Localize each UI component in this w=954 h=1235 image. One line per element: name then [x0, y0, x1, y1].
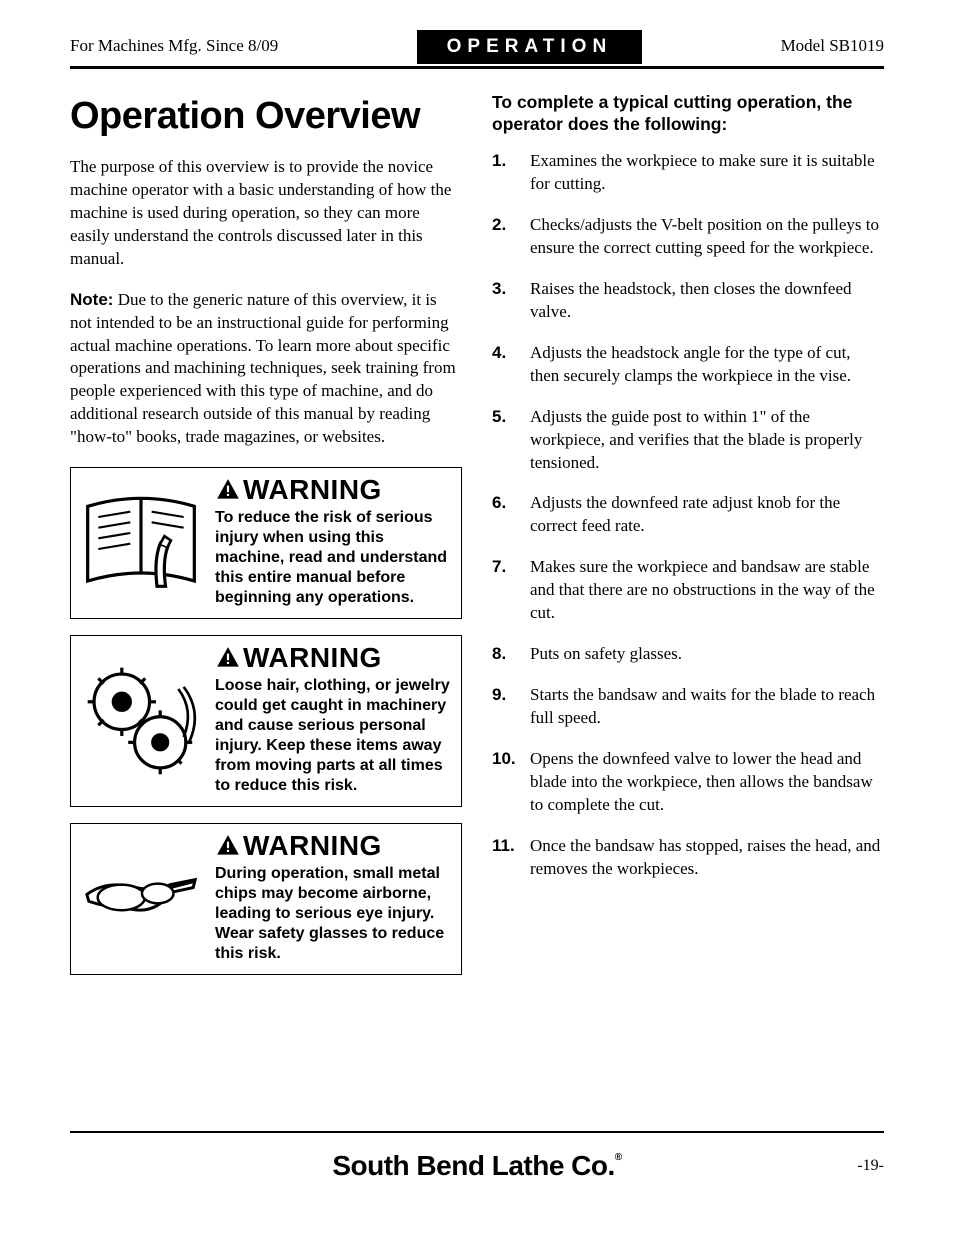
step-text: Makes sure the workpiece and bandsaw are… [530, 556, 884, 625]
alert-triangle-icon [215, 645, 241, 671]
step-number: 9. [492, 684, 520, 730]
left-column: Operation Overview The purpose of this o… [70, 91, 462, 992]
step-number: 3. [492, 278, 520, 324]
right-column: To complete a typical cutting operation,… [492, 91, 884, 992]
alert-triangle-icon [215, 833, 241, 859]
section-band: OPERATION [417, 30, 643, 64]
page-header: For Machines Mfg. Since 8/09 OPERATION M… [70, 30, 884, 69]
warning-heading: WARNING [215, 832, 451, 860]
warning-text-block: WARNING Loose hair, clothing, or jewelry… [211, 636, 461, 806]
step-text: Examines the workpiece to make sure it i… [530, 150, 884, 196]
manual-icon [71, 468, 211, 618]
intro-paragraph: The purpose of this overview is to provi… [70, 156, 462, 271]
step-text: Opens the downfeed valve to lower the he… [530, 748, 884, 817]
step-item: 1.Examines the workpiece to make sure it… [492, 150, 884, 196]
step-text: Starts the bandsaw and waits for the bla… [530, 684, 884, 730]
step-text: Adjusts the guide post to within 1" of t… [530, 406, 884, 475]
warning-box-entanglement: WARNING Loose hair, clothing, or jewelry… [70, 635, 462, 807]
warning-body-text: To reduce the risk of serious injury whe… [215, 508, 451, 608]
step-number: 5. [492, 406, 520, 475]
step-number: 4. [492, 342, 520, 388]
warning-heading: WARNING [215, 644, 451, 672]
step-number: 6. [492, 492, 520, 538]
step-text: Checks/adjusts the V-belt position on th… [530, 214, 884, 260]
step-text: Adjusts the headstock angle for the type… [530, 342, 884, 388]
steps-heading: To complete a typical cutting operation,… [492, 91, 884, 137]
step-item: 7.Makes sure the workpiece and bandsaw a… [492, 556, 884, 625]
warning-box-manual: WARNING To reduce the risk of serious in… [70, 467, 462, 619]
step-item: 6.Adjusts the downfeed rate adjust knob … [492, 492, 884, 538]
warning-text-block: WARNING To reduce the risk of serious in… [211, 468, 461, 618]
step-text: Raises the headstock, then closes the do… [530, 278, 884, 324]
step-item: 9.Starts the bandsaw and waits for the b… [492, 684, 884, 730]
step-number: 7. [492, 556, 520, 625]
note-label: Note: [70, 290, 113, 309]
warning-box-eye-protection: WARNING During operation, small metal ch… [70, 823, 462, 975]
header-right-text: Model SB1019 [781, 35, 884, 58]
step-number: 1. [492, 150, 520, 196]
page-number: -19- [857, 1155, 884, 1177]
page-title: Operation Overview [70, 91, 462, 142]
warning-heading-label: WARNING [243, 832, 382, 860]
step-text: Adjusts the downfeed rate adjust knob fo… [530, 492, 884, 538]
page-footer: South Bend Lathe Co.® -19- [70, 1133, 884, 1185]
step-number: 8. [492, 643, 520, 666]
gears-icon [71, 636, 211, 806]
step-number: 2. [492, 214, 520, 260]
warning-body-text: During operation, small metal chips may … [215, 864, 451, 964]
alert-triangle-icon [215, 477, 241, 503]
step-item: 5.Adjusts the guide post to within 1" of… [492, 406, 884, 475]
step-item: 3.Raises the headstock, then closes the … [492, 278, 884, 324]
warning-heading-label: WARNING [243, 644, 382, 672]
warning-heading: WARNING [215, 476, 451, 504]
main-columns: Operation Overview The purpose of this o… [70, 91, 884, 992]
registered-mark: ® [615, 1152, 622, 1163]
step-number: 10. [492, 748, 520, 817]
step-item: 8. Puts on safety glasses. [492, 643, 884, 666]
header-left-text: For Machines Mfg. Since 8/09 [70, 35, 278, 58]
steps-list: 1.Examines the workpiece to make sure it… [492, 150, 884, 881]
warning-heading-label: WARNING [243, 476, 382, 504]
step-item: 10. Opens the downfeed valve to lower the… [492, 748, 884, 817]
step-item: 2.Checks/adjusts the V-belt position on … [492, 214, 884, 260]
warning-text-block: WARNING During operation, small metal ch… [211, 824, 461, 974]
brand-logo-text: South Bend Lathe Co.® [332, 1147, 621, 1185]
note-body: Due to the generic nature of this overvi… [70, 290, 456, 447]
safety-glasses-icon [71, 824, 211, 974]
step-number: 11. [492, 835, 520, 881]
step-item: 11. Once the bandsaw has stopped, raises … [492, 835, 884, 881]
step-text: Puts on safety glasses. [530, 643, 682, 666]
step-item: 4.Adjusts the headstock angle for the ty… [492, 342, 884, 388]
warning-body-text: Loose hair, clothing, or jewelry could g… [215, 676, 451, 796]
note-paragraph: Note: Due to the generic nature of this … [70, 289, 462, 450]
step-text: Once the bandsaw has stopped, raises the… [530, 835, 884, 881]
